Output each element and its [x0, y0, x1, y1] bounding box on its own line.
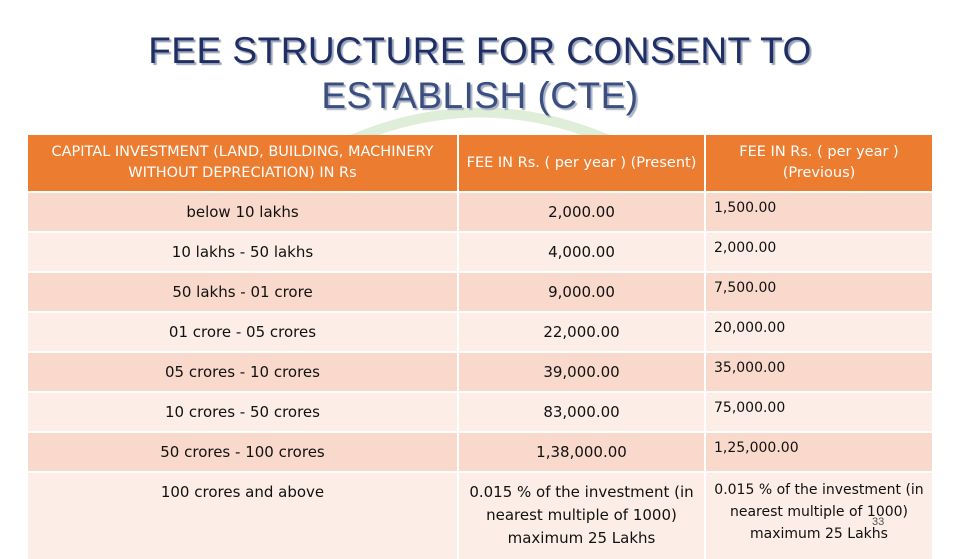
previous-fee-cell: 2,000.00	[705, 231, 934, 272]
previous-fee-cell: 75,000.00	[705, 391, 934, 432]
investment-cell: below 10 lakhs	[28, 191, 459, 232]
present-fee-cell: 39,000.00	[458, 351, 706, 392]
page-number: 33	[872, 516, 885, 528]
investment-cell: 05 crores - 10 crores	[28, 351, 459, 392]
previous-fee-cell: 1,500.00	[705, 191, 934, 232]
table-row: 50 crores - 100 crores 1,38,000.00 1,25,…	[28, 431, 934, 472]
present-fee-cell: 1,38,000.00	[458, 431, 706, 472]
table-row: 05 crores - 10 crores 39,000.00 35,000.0…	[28, 351, 934, 392]
header-investment: CAPITAL INVESTMENT (LAND, BUILDING, MACH…	[28, 135, 459, 192]
table-row: 100 crores and above 0.015 % of the inve…	[28, 471, 934, 559]
header-fee-present: FEE IN Rs. ( per year ) (Present)	[458, 135, 706, 192]
previous-fee-cell: 35,000.00	[705, 351, 934, 392]
present-fee-cell: 4,000.00	[458, 231, 706, 272]
previous-fee-cell: 1,25,000.00	[705, 431, 934, 472]
header-row: CAPITAL INVESTMENT (LAND, BUILDING, MACH…	[28, 135, 934, 192]
previous-fee-cell: 0.015 % of the investment (in nearest mu…	[705, 471, 934, 559]
present-fee-cell: 2,000.00	[458, 191, 706, 232]
present-fee-cell: 9,000.00	[458, 271, 706, 312]
table-row: 50 lakhs - 01 crore 9,000.00 7,500.00	[28, 271, 934, 312]
title-line-2: ESTABLISH (CTE)	[321, 75, 639, 116]
present-fee-cell: 22,000.00	[458, 311, 706, 352]
fee-table: CAPITAL INVESTMENT (LAND, BUILDING, MACH…	[28, 135, 934, 559]
page-title: FEE STRUCTURE FOR CONSENT TO ESTABLISH (…	[0, 28, 960, 118]
previous-fee-cell: 7,500.00	[705, 271, 934, 312]
investment-cell: 10 crores - 50 crores	[28, 391, 459, 432]
table-row: 10 crores - 50 crores 83,000.00 75,000.0…	[28, 391, 934, 432]
header-fee-previous: FEE IN Rs. ( per year ) (Previous)	[705, 135, 934, 192]
investment-cell: 50 crores - 100 crores	[28, 431, 459, 472]
table-row: 01 crore - 05 crores 22,000.00 20,000.00	[28, 311, 934, 352]
investment-cell: 50 lakhs - 01 crore	[28, 271, 459, 312]
previous-fee-cell: 20,000.00	[705, 311, 934, 352]
table-row: below 10 lakhs 2,000.00 1,500.00	[28, 191, 934, 232]
table-row: 10 lakhs - 50 lakhs 4,000.00 2,000.00	[28, 231, 934, 272]
title-line-1: FEE STRUCTURE FOR CONSENT TO	[148, 30, 812, 71]
present-fee-cell: 0.015 % of the investment (in nearest mu…	[458, 471, 706, 559]
investment-cell: 100 crores and above	[28, 471, 459, 559]
present-fee-cell: 83,000.00	[458, 391, 706, 432]
investment-cell: 01 crore - 05 crores	[28, 311, 459, 352]
watermark-arc	[337, 107, 623, 150]
investment-cell: 10 lakhs - 50 lakhs	[28, 231, 459, 272]
